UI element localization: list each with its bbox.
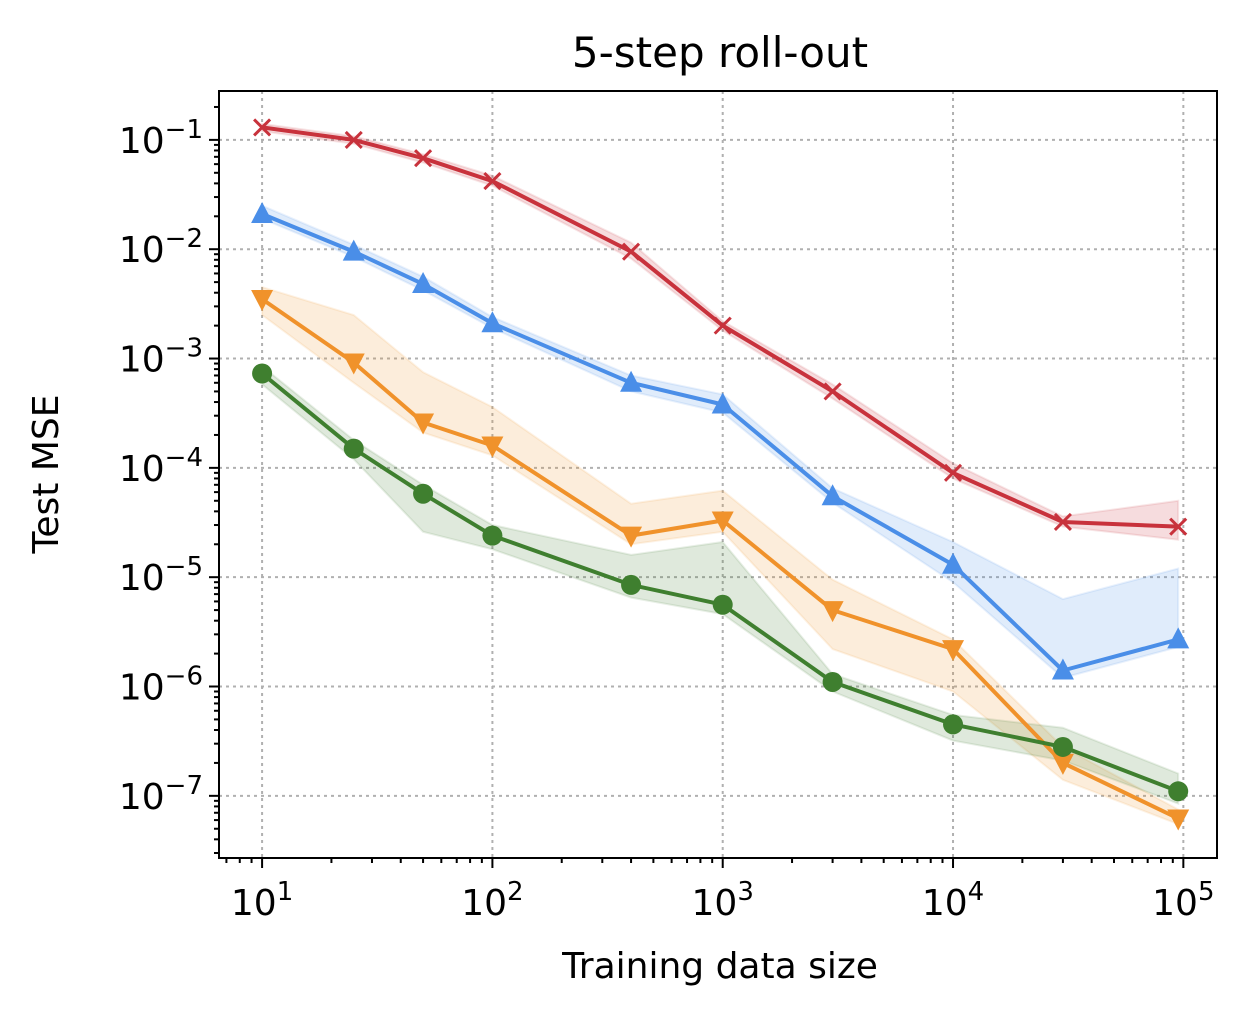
red-x-band [261,122,1180,541]
green-circle-marker [1052,736,1073,757]
red-x-marker [943,463,963,482]
x-tick-label: 103 [692,877,754,924]
green-circle-marker [343,438,364,459]
y-tick-label: 10−5 [119,552,203,599]
orange-triangle-down-marker [481,436,504,458]
x-tick-label: 105 [1152,877,1214,924]
red-x-marker [622,242,641,261]
y-tick-label: 10−2 [119,224,203,271]
orange-triangle-down-marker [942,640,965,662]
x-tick-label: 101 [231,877,293,924]
red-x-marker [1169,517,1188,536]
y-tick-labels: 10−1 10−2 10−3 10−4 10−5 10−6 10−7 [119,115,203,818]
plot-frame [218,90,1218,859]
orange-triangle-down-marker [251,290,274,312]
x-tick-label: 102 [461,877,523,924]
blue-triangle-up-marker [342,239,365,261]
blue-triangle-up-marker [1167,627,1190,649]
red-x-marker [344,130,363,149]
green-circle-band [261,364,1180,806]
red-x-marker [414,149,433,168]
orange-triangle-down-marker [342,353,365,375]
orange-triangle-down-marker [1167,809,1190,831]
blue-triangle-up-marker [620,370,643,392]
green-circle-marker [413,483,434,504]
y-axis-title: Test MSE [26,395,67,555]
orange-triangle-down-marker [412,413,435,435]
x-axis-title: Training data size [561,946,878,987]
axis-ticks [209,105,1185,868]
confidence-bands [261,122,1180,826]
green-circle-marker [621,574,642,595]
blue-triangle-up-marker [251,201,274,223]
x-tick-label: 104 [922,877,984,924]
x-tick-labels: 101 102 103 104 105 [231,877,1215,924]
blue-triangle-up-marker [821,484,844,506]
y-tick-label: 10−7 [119,771,203,818]
y-tick-label: 10−6 [119,662,203,709]
red-x-line [261,125,1179,529]
orange-triangle-down-marker [711,511,734,533]
red-x-marker [713,316,732,335]
blue-triangle-up-marker [412,272,435,294]
orange-triangle-down-marker [1051,753,1074,775]
series-markers [251,118,1190,831]
orange-triangle-down-line [260,297,1180,821]
blue-triangle-up-marker [711,392,734,414]
green-circle-marker [712,594,733,615]
red-x-marker [823,382,842,401]
green-circle-marker [1168,781,1189,802]
y-tick-label: 10−3 [119,334,203,381]
blue-triangle-up-marker [1051,658,1074,680]
blue-triangle-up-marker [942,552,965,574]
orange-triangle-down-marker [620,526,643,548]
red-x-marker [253,118,272,137]
red-x-marker [1053,512,1072,532]
y-tick-label: 10−4 [119,443,203,490]
green-circle-marker [252,363,273,384]
green-circle-marker [943,714,964,735]
blue-triangle-up-marker [481,311,504,333]
chart-title: 5-step roll-out [572,28,868,77]
series-lines [260,125,1180,821]
green-circle-marker [822,671,843,692]
green-circle-marker [482,525,503,546]
green-circle-line [260,371,1179,794]
grid-layer [219,91,1217,858]
y-tick-label: 10−1 [119,115,203,162]
blue-triangle-up-line [261,212,1179,673]
red-x-marker [483,172,502,191]
orange-triangle-down-marker [821,601,844,623]
